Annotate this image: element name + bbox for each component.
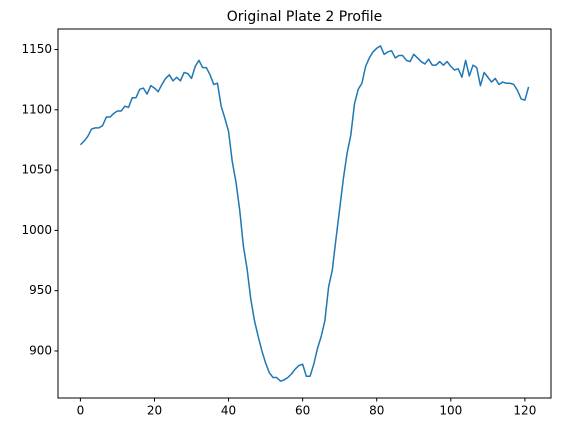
x-tick-label: 100 bbox=[439, 404, 462, 418]
x-tick-label: 80 bbox=[369, 404, 384, 418]
x-tick-label: 0 bbox=[77, 404, 85, 418]
y-tick-label: 1050 bbox=[21, 163, 52, 177]
y-tick-label: 900 bbox=[29, 343, 52, 357]
line bbox=[79, 45, 530, 382]
y-tick-label: 950 bbox=[29, 283, 52, 297]
chart-title: Original Plate 2 Profile bbox=[227, 9, 383, 25]
axes-frame bbox=[57, 28, 552, 399]
x-tick-label: 40 bbox=[221, 404, 236, 418]
x-tick-label: 60 bbox=[295, 404, 310, 418]
x-tick-label: 120 bbox=[513, 404, 536, 418]
y-tick-label: 1100 bbox=[21, 102, 52, 116]
x-tick-label: 20 bbox=[147, 404, 162, 418]
y-tick-label: 1000 bbox=[21, 223, 52, 237]
y-tick-label: 1150 bbox=[21, 42, 52, 56]
